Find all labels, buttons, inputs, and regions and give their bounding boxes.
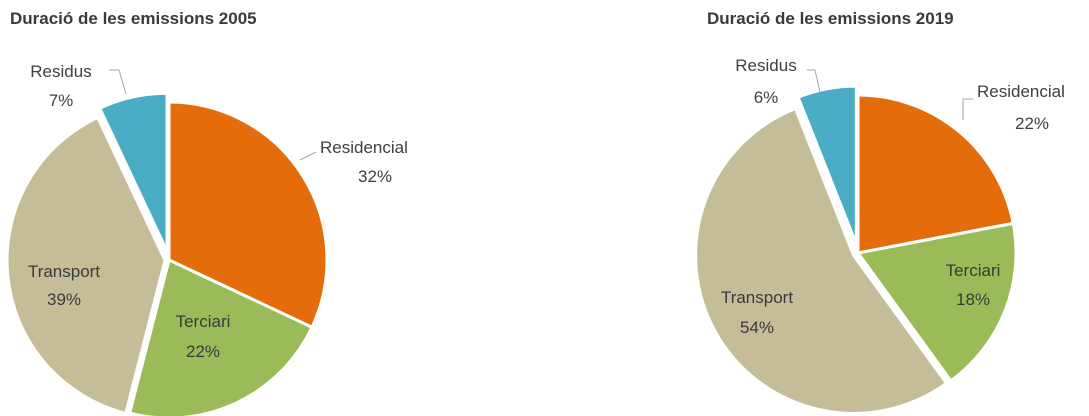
slice-label: Residus <box>30 62 91 81</box>
slice-value-label: 7% <box>49 91 74 110</box>
slice-value-label: 39% <box>47 290 81 309</box>
leader-line <box>807 69 821 93</box>
slice-value-label: 18% <box>956 290 990 309</box>
slice-label: Terciari <box>946 261 1001 280</box>
chart-title: Duració de les emissions 2019 <box>707 9 954 28</box>
leader-line <box>299 151 317 161</box>
slice-label: Residencial <box>320 138 408 157</box>
leader-line <box>962 98 973 120</box>
slice-value-label: 22% <box>1015 114 1049 133</box>
pie-slice-residus <box>98 91 169 253</box>
pie-slice-residencial <box>856 93 1015 255</box>
slice-value-label: 22% <box>186 342 220 361</box>
pie-chart-2019: Duració de les emissions 2019 Residencia… <box>545 0 1089 416</box>
pie-plot: Residencial 32% Terciari 22% Transport 39% Res… <box>5 62 408 416</box>
pie-slice-transport <box>694 107 948 415</box>
pie-slice-terciari <box>128 258 314 416</box>
pie-slice-terciari <box>856 221 1018 383</box>
pie-slice-residencial <box>167 100 329 329</box>
pie-slice-residus <box>796 84 858 246</box>
slice-value-label: 32% <box>358 167 392 186</box>
leader-line <box>109 69 127 95</box>
slice-label: Transport <box>28 262 100 281</box>
slice-label: Terciari <box>176 312 231 331</box>
pie-slice-transport <box>5 115 167 415</box>
pie-chart-2005: Duració de les emissions 2005 Residencia… <box>5 9 408 416</box>
slice-value-label: 6% <box>754 88 779 107</box>
slice-label: Transport <box>721 288 793 307</box>
chart-title: Duració de les emissions 2005 <box>10 9 257 28</box>
slice-value-label: 54% <box>740 318 774 337</box>
pie-plot: Residencial 22% Terciari 18% Transport 54% Res… <box>694 56 1065 415</box>
slice-label: Residus <box>735 56 796 75</box>
slice-label: Residencial <box>977 82 1065 101</box>
